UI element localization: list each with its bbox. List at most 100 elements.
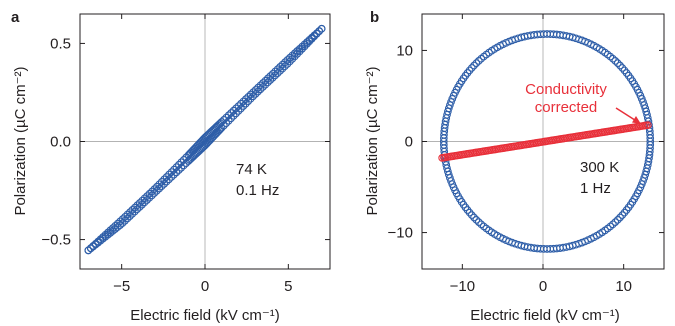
data-point: [170, 170, 178, 179]
loop-data-point: [646, 144, 654, 153]
data-point: [113, 223, 122, 231]
data-point: [184, 157, 193, 165]
data-point: [224, 116, 233, 125]
loop-data-point: [618, 211, 627, 219]
loop-data-point: [618, 64, 627, 72]
data-point: [140, 198, 149, 207]
data-point: [104, 230, 112, 239]
loop-data-point: [616, 61, 624, 70]
arrow-head: [632, 116, 641, 124]
loop-data-point: [620, 208, 629, 217]
annotation-arrow: [615, 107, 641, 124]
loop-data-point: [465, 208, 474, 217]
data-point: [111, 225, 120, 233]
loop-data-point: [474, 218, 483, 226]
loop-data-point: [606, 222, 615, 231]
loop-data-point: [608, 54, 617, 63]
data-point: [133, 205, 142, 214]
data-point: [145, 193, 154, 202]
data-point: [157, 177, 166, 186]
x-tick-label: 10: [615, 278, 632, 295]
data-point: [86, 244, 95, 253]
y-tick-label: 0.5: [50, 35, 71, 52]
arrow-shaft: [615, 107, 638, 123]
series-b: [438, 30, 655, 253]
loop-data-point: [646, 141, 655, 149]
data-point: [259, 83, 267, 91]
data-point: [276, 66, 284, 75]
data-point: [268, 73, 277, 82]
data-point: [187, 154, 195, 163]
data-point: [312, 29, 321, 38]
y-tick-label: 0.0: [50, 134, 71, 151]
data-point: [118, 219, 127, 227]
data-point: [162, 177, 171, 186]
data-point: [94, 238, 102, 247]
x-tick-label: 0: [201, 278, 209, 295]
data-point: [143, 196, 151, 204]
data-point: [150, 189, 159, 197]
x-axis-label-a: Electric field (kV cm⁻¹): [130, 307, 280, 324]
data-point: [239, 97, 248, 106]
loop-data-point: [479, 52, 488, 61]
data-point: [241, 95, 250, 103]
data-point: [89, 242, 98, 251]
data-point: [244, 92, 253, 101]
data-point: [308, 34, 316, 43]
data-point: [123, 214, 132, 223]
data-point: [310, 32, 319, 41]
data-point: [317, 24, 326, 33]
y-axis-label-a: Polarization (µC cm⁻²): [12, 66, 29, 215]
x-tick-label: −10: [450, 278, 475, 295]
data-point: [232, 109, 240, 118]
annotation-temperature-a: 74 K: [236, 161, 267, 178]
data-point: [281, 62, 289, 71]
data-point: [106, 229, 115, 237]
data-point: [303, 39, 311, 48]
loop-data-point: [467, 64, 476, 72]
data-point: [261, 80, 270, 89]
data-point: [286, 57, 294, 66]
loop-data-point: [474, 57, 483, 65]
loop-data-point: [613, 215, 622, 224]
data-point: [116, 221, 124, 229]
data-point: [165, 170, 173, 179]
data-point: [160, 180, 169, 188]
y-tick-label: −10: [388, 225, 413, 242]
data-point: [227, 114, 235, 123]
data-point: [234, 102, 243, 110]
data-point: [288, 55, 297, 63]
red-series-label-line2: corrected: [535, 99, 598, 116]
loop-data-point: [620, 66, 629, 75]
data-point: [283, 60, 292, 68]
data-point: [182, 159, 191, 167]
data-point: [160, 175, 169, 184]
loop-data-point: [467, 211, 476, 219]
corrected-data-point: [644, 121, 652, 129]
data-point: [101, 232, 110, 241]
data-point: [157, 182, 166, 191]
data-point: [121, 216, 129, 225]
data-point: [298, 45, 306, 53]
data-point: [162, 173, 171, 181]
data-point: [96, 236, 105, 245]
panel-label-a: a: [11, 9, 20, 26]
data-point: [254, 87, 262, 96]
data-point: [271, 71, 280, 80]
data-point: [167, 168, 176, 176]
loop-data-point: [477, 54, 486, 63]
x-tick-label: −5: [113, 278, 130, 295]
data-point: [135, 203, 144, 211]
data-point: [315, 27, 324, 36]
loop-data-point: [470, 213, 478, 222]
loop-data-point: [608, 220, 617, 229]
data-point: [246, 94, 255, 103]
data-point: [266, 76, 275, 84]
data-point: [155, 180, 164, 189]
data-point: [263, 78, 272, 87]
data-point: [126, 212, 134, 220]
data-point: [84, 246, 93, 255]
data-point: [273, 69, 282, 77]
data-point: [172, 168, 181, 177]
